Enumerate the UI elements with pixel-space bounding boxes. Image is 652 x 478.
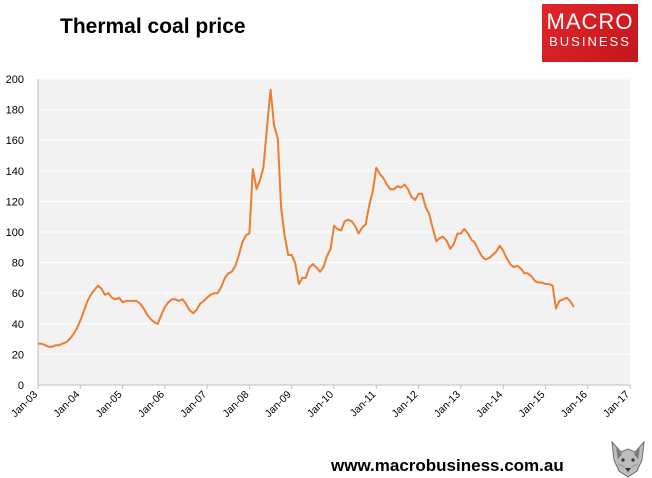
y-tick-label: 0 [18, 380, 24, 392]
x-tick-label: Jan-06 [136, 389, 167, 420]
x-tick-label: Jan-17 [601, 389, 632, 420]
x-tick-label: Jan-09 [263, 389, 294, 420]
y-tick-label: 20 [12, 349, 24, 361]
y-tick-label: 80 [12, 258, 24, 270]
y-tick-label: 100 [6, 227, 24, 239]
x-tick-label: Jan-05 [94, 389, 125, 420]
x-tick-label: Jan-10 [305, 389, 336, 420]
y-tick-label: 140 [6, 166, 24, 178]
x-tick-label: Jan-08 [220, 389, 251, 420]
price-line [38, 88, 575, 348]
y-tick-label: 160 [6, 135, 24, 147]
y-tick-label: 120 [6, 196, 24, 208]
line-chart: 0 20 40 60 80 100 120 140 160 180 200 Jan-03 Jan-04… [6, 74, 633, 420]
x-tick-label: Jan-11 [348, 389, 379, 420]
x-tick-label: Jan-13 [432, 389, 463, 420]
chart-title: Thermal coal price [60, 15, 246, 38]
y-tick-label: 180 [6, 105, 24, 117]
fox-mascot-icon [611, 440, 645, 478]
y-tick-label: 40 [12, 319, 24, 331]
x-tick-label: Jan-14 [474, 389, 505, 420]
x-tick-label: Jan-12 [390, 389, 421, 420]
y-tick-label: 200 [6, 74, 24, 86]
x-tick-label: Jan-04 [51, 389, 82, 420]
x-tick-label: Jan-03 [9, 389, 40, 420]
logo-line-1: MACRO [546, 9, 634, 34]
website-footer: www.macrobusiness.com.au [331, 456, 564, 475]
y-tick-label: 60 [12, 288, 24, 300]
x-tick-label: Jan-07 [178, 389, 209, 420]
logo-line-2: BUSINESS [549, 34, 631, 49]
x-tick-label: Jan-16 [559, 389, 590, 420]
macrobusiness-logo: MACRO BUSINESS [542, 4, 638, 62]
x-tick-label: Jan-15 [516, 389, 547, 420]
